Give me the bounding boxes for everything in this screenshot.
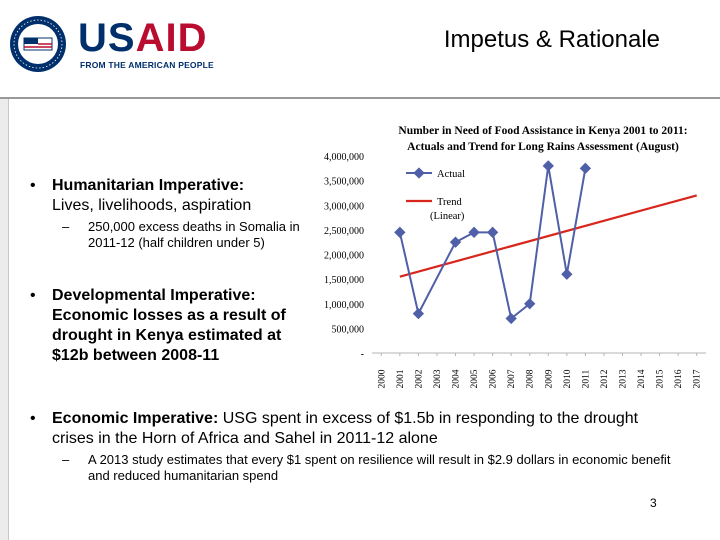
x-tick-label: 2005 xyxy=(470,369,480,388)
actual-point xyxy=(542,160,554,172)
usaid-seal-icon xyxy=(10,16,66,72)
legend-actual-label: Actual xyxy=(437,169,465,180)
usaid-wordmark: USAID xyxy=(78,18,207,58)
bullet-heading: Humanitarian Imperative: xyxy=(52,177,245,194)
brand-us: US xyxy=(78,16,136,60)
legend-trend-label: Trend xyxy=(437,197,462,208)
x-axis: 2000 2001 2002 2003 2004 2005 2006 2007 2008 2009… xyxy=(372,352,706,388)
chart-legend: Actual Trend (Linear) xyxy=(406,167,465,222)
page-number: 3 xyxy=(650,496,657,510)
x-tick-label: 2008 xyxy=(526,369,536,388)
y-tick-label: 500,000 xyxy=(332,324,365,335)
page-title: Impetus & Rationale xyxy=(443,26,660,53)
chart-title-line2: Actuals and Trend for Long Rains Assessm… xyxy=(407,141,679,153)
x-tick-label: 2001 xyxy=(396,369,406,388)
actual-line xyxy=(398,165,587,321)
x-tick-label: 2011 xyxy=(581,369,591,388)
tagline: FROM THE AMERICAN PEOPLE xyxy=(80,60,214,70)
y-tick-label: 4,000,000 xyxy=(324,152,364,163)
y-tick-label: 3,000,000 xyxy=(324,201,364,212)
bullet-symbol: • xyxy=(30,177,36,194)
x-tick-label: 2006 xyxy=(489,369,499,388)
bullet-text: Economic losses as a result of drought i… xyxy=(52,307,286,364)
legend-actual-marker xyxy=(413,167,425,179)
bullet-heading: Developmental Imperative: xyxy=(52,287,256,304)
chart-title-line1: Number in Need of Food Assistance in Ken… xyxy=(398,125,687,137)
y-tick-label: 1,000,000 xyxy=(324,300,364,311)
x-tick-label: 2003 xyxy=(433,369,443,388)
x-tick-label: 2009 xyxy=(544,369,554,388)
food-assistance-chart: Number in Need of Food Assistance in Ken… xyxy=(324,125,706,388)
bullet-text: USG spent in excess of $1.5b in respondi… xyxy=(52,410,639,447)
y-axis: - 500,000 1,000,000 1,500,000 2,000,000 2,500… xyxy=(324,152,364,360)
x-tick-label: 2000 xyxy=(377,369,387,388)
y-tick-label: 3,500,000 xyxy=(324,177,364,188)
x-tick-label: 2004 xyxy=(452,369,462,388)
actual-point xyxy=(524,298,536,310)
x-tick-label: 2017 xyxy=(693,369,703,388)
dash-symbol: – xyxy=(62,219,70,234)
actual-point xyxy=(561,268,573,280)
x-tick-label: 2015 xyxy=(656,369,666,388)
y-tick-label: 2,000,000 xyxy=(324,251,364,262)
left-margin-bar xyxy=(0,99,9,540)
y-tick-label: 1,500,000 xyxy=(324,275,364,286)
y-tick-label: - xyxy=(361,349,364,360)
dash-symbol: – xyxy=(62,452,70,467)
y-tick-label: 2,500,000 xyxy=(324,226,364,237)
x-tick-label: 2016 xyxy=(674,369,684,388)
actual-point xyxy=(412,307,425,320)
chart-series xyxy=(394,160,698,325)
actual-point xyxy=(449,236,462,248)
actual-point xyxy=(468,226,480,238)
sub-bullet-text: A 2013 study estimates that every $1 spe… xyxy=(88,452,671,483)
usaid-logo[interactable]: USAID FROM THE AMERICAN PEOPLE xyxy=(8,14,218,74)
x-tick-label: 2012 xyxy=(600,369,610,388)
bullet-text: Lives, livelihoods, aspiration xyxy=(52,197,252,214)
bullet-heading: Economic Imperative: xyxy=(52,410,219,427)
brand-aid: AID xyxy=(135,16,208,60)
actual-point xyxy=(394,226,406,238)
bullet-symbol: • xyxy=(30,287,36,304)
x-tick-label: 2002 xyxy=(414,369,424,388)
header: USAID FROM THE AMERICAN PEOPLE Impetus &… xyxy=(0,0,720,99)
x-tick-label: 2013 xyxy=(619,369,629,388)
actual-point xyxy=(486,226,499,238)
legend-trend-label: (Linear) xyxy=(430,211,465,222)
x-tick-label: 2007 xyxy=(507,369,517,388)
x-tick-label: 2014 xyxy=(637,369,647,388)
bullet-symbol: • xyxy=(30,410,36,427)
trend-line xyxy=(399,194,698,278)
header-divider xyxy=(0,97,720,99)
actual-point xyxy=(579,162,592,174)
sub-bullet-text: 250,000 excess deaths in Somalia in 2011… xyxy=(88,219,300,250)
x-tick-label: 2010 xyxy=(563,369,573,388)
